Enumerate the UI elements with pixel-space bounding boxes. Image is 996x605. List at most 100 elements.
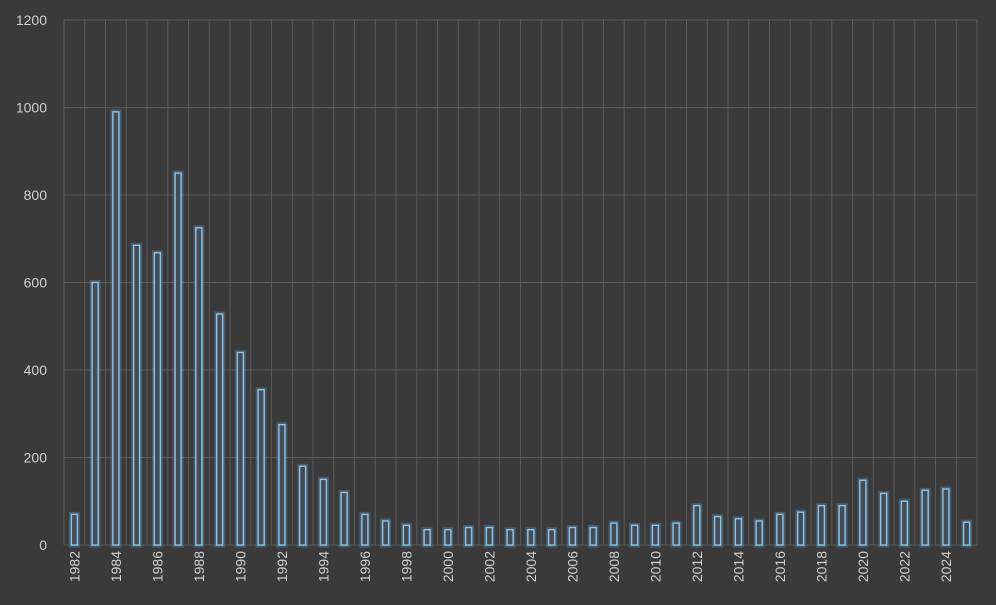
bar [693,504,701,546]
bar-2001 [463,525,475,548]
bar [257,388,265,546]
bar-2015 [753,518,765,548]
bar-2021 [878,490,890,548]
bar [340,491,348,546]
bar-1992 [276,422,288,548]
bars [68,109,973,548]
bar [838,504,846,546]
x-tick-label: 2024 [938,551,954,582]
bar-1982 [68,511,80,548]
bar [132,244,141,546]
bar-1988 [193,225,205,548]
bar-1989 [214,311,226,548]
y-tick-label: 1200 [16,12,47,28]
bar [174,172,182,546]
bar-1999 [421,527,433,548]
bar [589,526,597,546]
bar-2009 [629,522,641,548]
x-axis-ticks: 1982 1984 1986 1988 1990 1992 1994 1996 1998 2000… [66,551,954,582]
x-tick-label: 1994 [315,551,331,582]
bar-1995 [338,490,350,548]
bar [423,528,431,546]
bar [547,528,556,546]
x-tick-label: 1992 [274,551,290,582]
bar [91,281,99,546]
bar-2018 [815,503,827,548]
bar-2024 [940,486,952,548]
bar [527,528,535,546]
x-tick-label: 2012 [689,551,705,582]
bar-2019 [836,503,848,548]
bar [879,492,888,546]
bar [672,522,680,546]
bar [195,227,203,546]
bar [568,526,577,546]
bar-2003 [504,527,516,548]
x-tick-label: 1998 [398,551,414,582]
bar [153,252,162,546]
y-tick-label: 0 [39,537,47,553]
bar [713,515,722,546]
bar-1983 [89,280,101,548]
bar [506,528,514,546]
bar [485,526,494,546]
bar-1991 [255,387,267,548]
bar [381,520,390,546]
bar-1993 [297,463,309,548]
bar-2010 [649,522,661,548]
bar-1994 [317,476,329,548]
x-tick-label: 1982 [66,551,82,582]
x-tick-label: 2018 [813,551,829,582]
x-tick-label: 2022 [896,551,912,582]
bar-2012 [691,503,703,548]
x-tick-label: 2006 [564,551,580,582]
x-tick-label: 2014 [730,551,746,582]
y-tick-label: 200 [24,450,48,466]
bar-2002 [483,525,495,548]
bar [610,522,618,546]
bar [319,478,328,546]
bar-2022 [898,498,910,548]
x-tick-label: 2010 [647,551,663,582]
bar [402,524,411,546]
bar-1990 [234,350,246,548]
bar [464,526,473,546]
bar-2014 [732,516,744,548]
y-tick-label: 800 [24,187,48,203]
x-tick-label: 2008 [606,551,622,582]
x-tick-label: 2004 [523,551,539,582]
bar [796,511,805,546]
bar [361,513,369,546]
bar [921,489,929,546]
y-tick-label: 1000 [16,100,47,116]
bar-2006 [566,525,578,548]
x-tick-label: 2000 [440,551,456,582]
bar [651,524,660,546]
bar [859,479,867,546]
bar-2017 [795,509,807,548]
bar-2004 [525,527,537,548]
x-tick-label: 1988 [191,551,207,582]
bar [236,351,245,546]
bar-2000 [442,527,454,548]
bar [630,524,639,546]
bar-1996 [359,511,371,548]
bar-1986 [151,250,163,548]
bar-2020 [857,477,869,548]
bar-1985 [131,242,143,548]
bar [444,528,452,546]
y-tick-label: 600 [24,275,48,291]
bar [215,313,224,546]
x-tick-label: 2016 [772,551,788,582]
bar-2023 [919,487,931,548]
bar [70,513,79,546]
bar-1998 [400,522,412,548]
bar [776,513,784,546]
bar-2025 [961,519,973,548]
bar [755,520,763,546]
bar [962,521,971,546]
y-tick-label: 400 [24,362,48,378]
bar-1997 [380,518,392,548]
